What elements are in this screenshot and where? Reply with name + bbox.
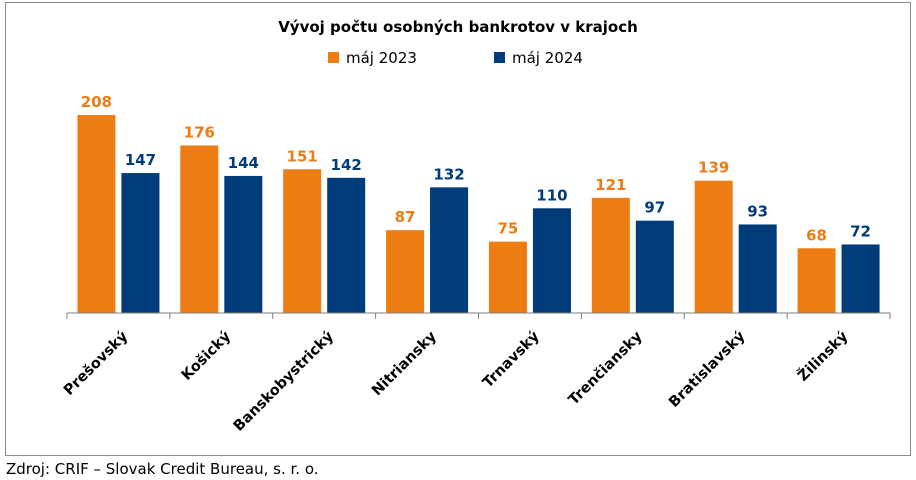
bar-1-2 [180,145,219,313]
bar-2-6 [635,220,674,313]
legend-label-2: máj 2024 [512,49,583,67]
category-label-3: Banskobystrický [231,328,338,435]
category-label-7: Bratislavský [666,328,749,411]
value-label-1-2: 176 [184,123,215,141]
value-label-2-5: 110 [536,186,567,204]
category-label-8: Žilinský [794,327,851,384]
source-note: Zdroj: CRIF – Slovak Credit Bureau, s. r… [6,460,319,478]
value-label-1-1: 208 [81,93,112,111]
value-label-1-5: 75 [498,220,519,238]
bar-1-6 [591,197,630,313]
bar-1-3 [283,169,322,313]
bar-2-5 [532,208,571,313]
bar-2-4 [430,187,469,313]
category-label-2: Košický [179,328,235,384]
value-label-2-8: 72 [850,222,871,240]
value-label-1-3: 151 [287,147,318,165]
value-label-2-3: 142 [331,156,362,174]
value-label-1-6: 121 [595,176,626,194]
value-label-1-4: 87 [395,208,416,226]
category-label-5: Trnavský [480,328,543,391]
value-label-2-7: 93 [747,202,768,220]
legend-swatch-1 [328,52,339,63]
category-label-1: Prešovský [61,328,132,399]
bar-2-7 [738,224,777,313]
bar-2-8 [841,244,880,313]
bar-2-2 [224,175,263,313]
bar-1-5 [488,241,527,313]
category-label-4: Nitriansky [369,328,440,399]
bar-1-1 [77,115,116,313]
bar-2-3 [327,177,366,313]
bar-2-1 [121,173,160,313]
value-label-2-2: 144 [228,154,259,172]
bar-1-8 [797,248,836,313]
chart-title: Vývoj počtu osobných bankrotov v krajoch [278,18,638,36]
value-label-2-4: 132 [433,165,464,183]
value-label-1-8: 68 [806,226,827,244]
value-label-2-1: 147 [125,151,156,169]
legend-label-1: máj 2023 [346,49,417,67]
legend-swatch-2 [494,52,505,63]
value-label-2-6: 97 [644,199,665,217]
bar-1-4 [386,230,425,313]
category-label-6: Trenčiansky [566,328,646,408]
bar-1-7 [694,180,733,313]
value-label-1-7: 139 [698,159,729,177]
